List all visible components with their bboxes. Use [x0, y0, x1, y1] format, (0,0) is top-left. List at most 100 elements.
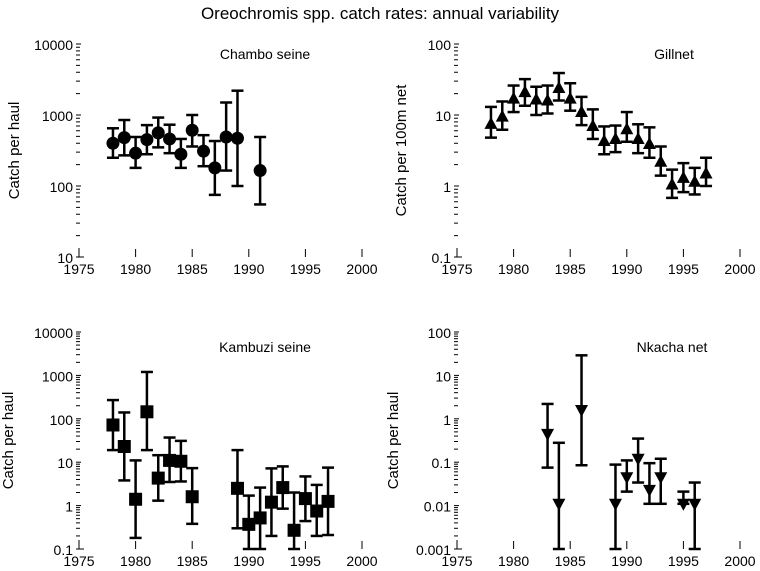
marker-circle	[253, 164, 267, 178]
marker-triangle-up	[507, 91, 521, 104]
x-tick-label: 1985	[555, 553, 586, 569]
y-axis-label: Catch per haul	[0, 392, 17, 490]
data-point	[688, 481, 702, 551]
data-point	[654, 457, 668, 506]
panels: 10 100 1000 10000 1975 1980 1985 1990 1995 2000 Ca…	[0, 37, 756, 569]
panel-title: Kambuzi seine	[219, 339, 311, 355]
data-point	[310, 483, 324, 538]
y-tick-label: 10	[435, 368, 451, 384]
data-point	[665, 168, 679, 200]
panel-title: Chambo seine	[220, 46, 310, 62]
x-tick-label: 1995	[668, 553, 699, 569]
data-point	[106, 398, 120, 452]
marker-triangle-up	[597, 134, 611, 147]
data-point	[586, 108, 600, 141]
marker-square	[117, 440, 131, 454]
marker-circle	[197, 144, 211, 158]
marker-triangle-down	[631, 453, 645, 466]
marker-square	[230, 481, 244, 495]
marker-triangle-down	[676, 498, 690, 511]
data-point	[321, 466, 335, 537]
marker-square	[310, 504, 324, 518]
data-point	[575, 354, 589, 467]
x-tick-label: 1990	[611, 261, 642, 277]
x-tick-label: 1980	[498, 261, 529, 277]
marker-triangle-up	[608, 131, 622, 144]
marker-triangle-up	[699, 166, 713, 179]
marker-circle	[185, 123, 199, 137]
data-point	[642, 126, 656, 159]
data-point	[608, 463, 622, 551]
x-tick-label: 2000	[346, 553, 377, 569]
marker-square	[242, 517, 256, 531]
y-axis-label: Catch per haul	[385, 392, 402, 490]
marker-triangle-up	[654, 154, 668, 167]
data-point	[495, 100, 509, 131]
marker-triangle-up	[529, 92, 543, 105]
marker-circle	[106, 136, 120, 150]
y-tick-label: 1	[443, 179, 451, 195]
marker-triangle-up	[620, 122, 634, 135]
data-point	[253, 135, 267, 206]
x-tick-label: 1980	[120, 553, 151, 569]
marker-square	[151, 471, 165, 485]
marker-triangle-down	[552, 498, 566, 511]
data-point	[688, 166, 702, 196]
figure-title: Oreochromis spp. catch rates: annual var…	[201, 4, 560, 23]
marker-triangle-up	[631, 131, 645, 144]
y-axis-label: Catch per haul	[6, 102, 23, 200]
marker-circle	[230, 131, 244, 145]
x-tick-label: 2000	[724, 553, 755, 569]
marker-triangle-up	[586, 118, 600, 131]
data-point	[163, 123, 177, 155]
data-point	[507, 84, 521, 114]
data-point	[129, 135, 143, 170]
data-point	[140, 370, 154, 452]
y-tick-label: 1000	[42, 108, 73, 124]
data-point	[676, 490, 690, 511]
data-point	[197, 133, 211, 168]
data-point	[699, 156, 713, 188]
data-point	[185, 466, 199, 526]
data-point	[529, 85, 543, 117]
panel-4: 0.001 0.01 0.1 1 10 100 1975 1980 1985 1990 1995 20…	[385, 325, 756, 569]
x-tick-label: 1995	[290, 261, 321, 277]
x-tick-label: 1985	[177, 553, 208, 569]
marker-square	[321, 494, 335, 508]
marker-square	[174, 454, 188, 468]
marker-triangle-up	[676, 170, 690, 183]
y-tick-label: 10000	[34, 37, 73, 53]
data-point	[117, 118, 131, 157]
marker-circle	[117, 131, 131, 145]
y-tick-label: 10	[57, 250, 73, 266]
panel-3: 0.1 1 10 100 1000 10000 1975 1980 1985 1990 1995 20…	[0, 325, 378, 569]
marker-triangle-down	[688, 498, 702, 511]
marker-square	[298, 492, 312, 506]
x-tick-label: 1975	[63, 261, 94, 277]
marker-triangle-up	[642, 137, 656, 150]
y-tick-label: 1	[443, 412, 451, 428]
marker-triangle-up	[484, 116, 498, 129]
x-tick-label: 1980	[498, 553, 529, 569]
data-point	[276, 465, 290, 510]
data-point	[298, 475, 312, 523]
marker-triangle-up	[495, 109, 509, 122]
y-tick-label: 0.01	[424, 499, 451, 515]
data-point	[541, 84, 555, 115]
data-point	[151, 116, 165, 149]
data-point	[541, 402, 555, 469]
x-tick-label: 1975	[63, 553, 94, 569]
data-point	[230, 448, 244, 530]
data-point	[287, 491, 301, 551]
data-point	[253, 486, 267, 551]
x-tick-label: 1995	[668, 261, 699, 277]
marker-circle	[174, 147, 188, 161]
marker-square	[106, 418, 120, 432]
data-point	[552, 71, 566, 102]
data-point	[552, 441, 566, 551]
marker-triangle-up	[518, 85, 532, 98]
x-tick-label: 1985	[555, 261, 586, 277]
marker-square	[287, 523, 301, 537]
marker-triangle-up	[688, 174, 702, 187]
panel-2: 0.1 1 10 100 1975 1980 1985 1990 1995 2000 Catch p…	[393, 37, 756, 277]
